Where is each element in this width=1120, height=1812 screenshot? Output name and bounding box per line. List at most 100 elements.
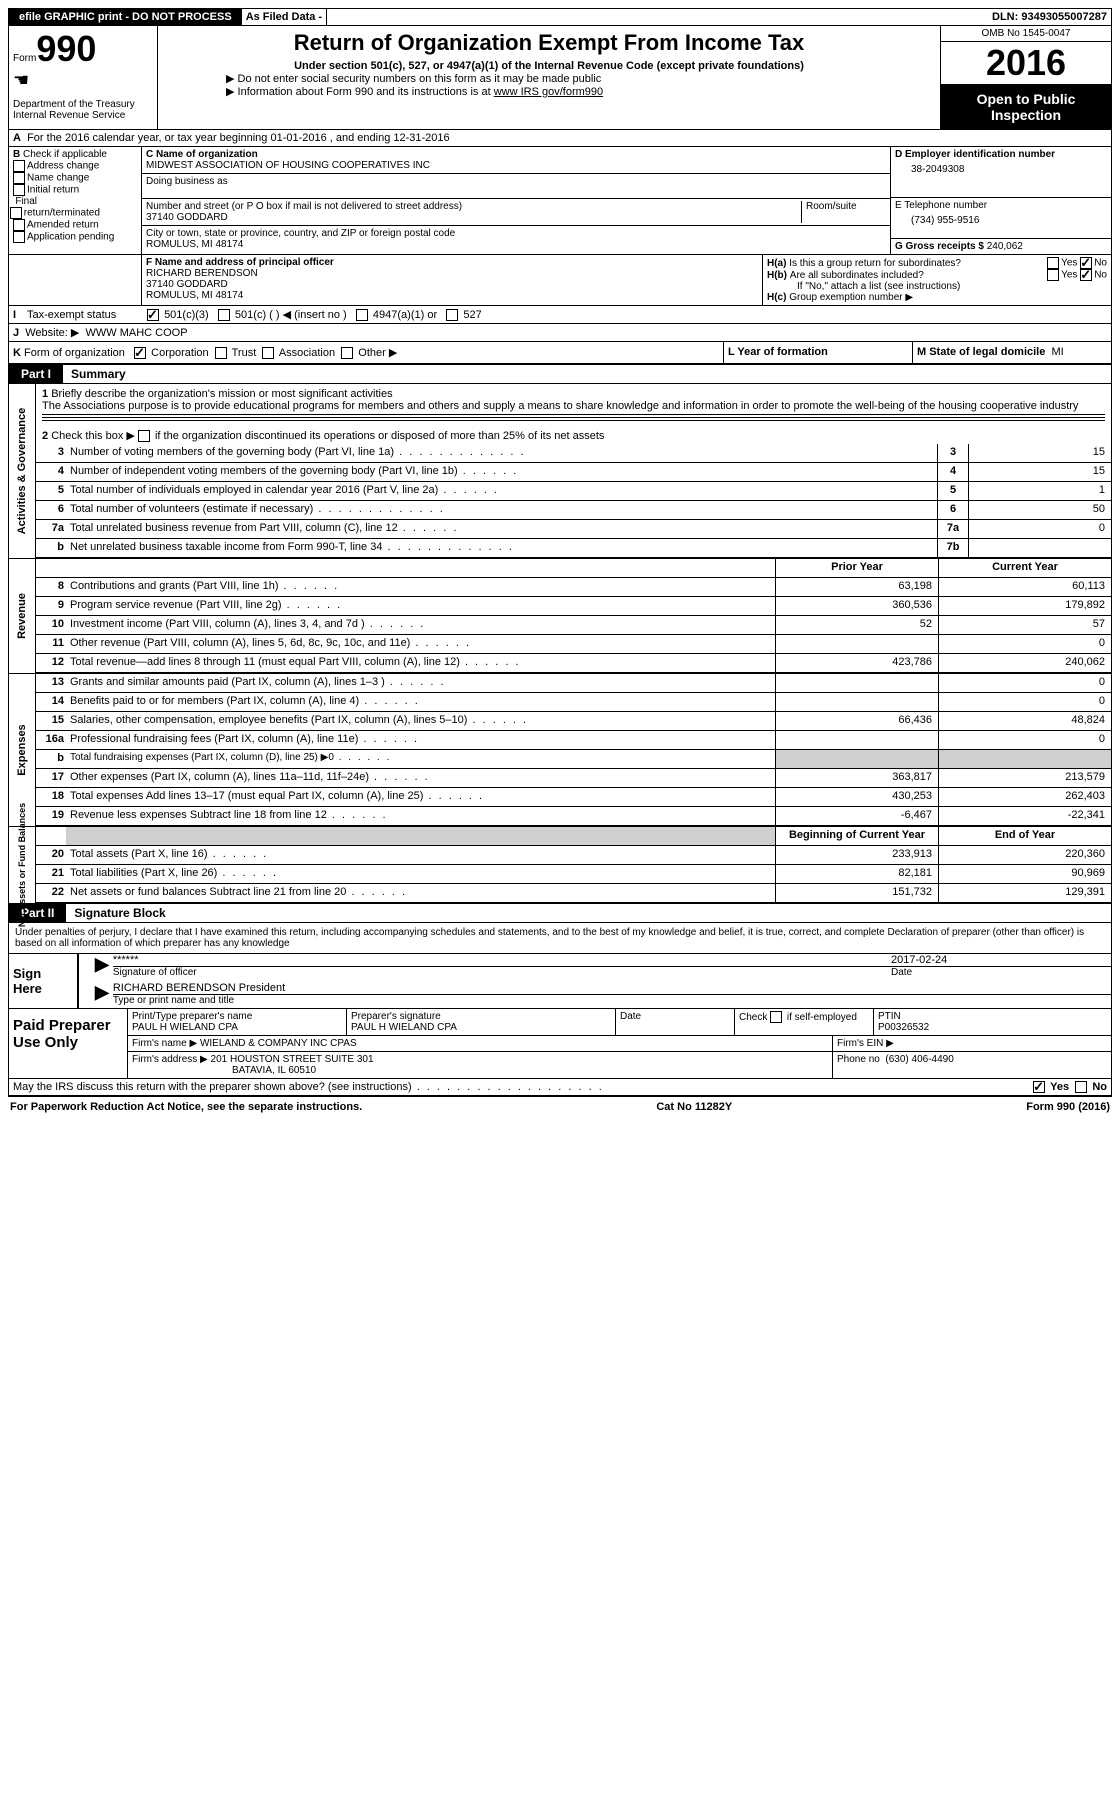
firm-phone: (630) 406-4490 xyxy=(885,1054,953,1065)
cb-final-return[interactable]: Final return/terminated xyxy=(7,196,137,219)
line-20: 20Total assets (Part X, line 16)233,9132… xyxy=(36,846,1111,865)
website-value: WWW MAHC COOP xyxy=(85,327,187,339)
officer-label: F Name and address of principal officer xyxy=(146,257,758,268)
room-suite-label: Room/suite xyxy=(801,201,886,223)
phone-label: E Telephone number xyxy=(895,200,1107,211)
cb-trust[interactable]: Trust xyxy=(215,347,257,359)
net-assets-section: Net Assets or Fund Balances Beginning of… xyxy=(9,826,1111,903)
org-name-label: C Name of organization xyxy=(146,149,886,160)
firm-address1: 201 HOUSTON STREET SUITE 301 xyxy=(211,1054,374,1065)
tax-year: 2016 xyxy=(941,42,1111,85)
discuss-no[interactable]: No xyxy=(1075,1081,1107,1093)
page-footer: For Paperwork Reduction Act Notice, see … xyxy=(8,1097,1112,1117)
end-year-header: End of Year xyxy=(938,827,1111,845)
street-label: Number and street (or P O box if mail is… xyxy=(146,201,801,212)
dba-label: Doing business as xyxy=(146,176,886,187)
city-label: City or town, state or province, country… xyxy=(146,228,886,239)
gross-receipts-label: G Gross receipts $ xyxy=(895,241,984,252)
mission-label: Briefly describe the organization's miss… xyxy=(51,388,392,400)
street-address: 37140 GODDARD xyxy=(146,212,801,223)
line-18: 18Total expenses Add lines 13–17 (must e… xyxy=(36,788,1111,807)
cb-corporation[interactable]: Corporation xyxy=(134,347,209,359)
cb-amended-return[interactable]: Amended return xyxy=(13,219,137,231)
cb-association[interactable]: Association xyxy=(262,347,335,359)
open-to-public: Open to Public Inspection xyxy=(941,85,1111,129)
note-instructions: ▶ Information about Form 990 and its ins… xyxy=(226,85,932,98)
form-990-page: efile GRAPHIC print - DO NOT PROCESS As … xyxy=(8,8,1112,1097)
line-i-tax-status: I Tax-exempt status 501(c)(3) 501(c) ( )… xyxy=(9,306,1111,324)
state-domicile: M State of legal domicile MI xyxy=(912,342,1111,363)
line-12: 12Total revenue—add lines 8 through 11 (… xyxy=(36,654,1111,673)
as-filed-label: As Filed Data - xyxy=(242,9,327,25)
line-b: bTotal fundraising expenses (Part IX, co… xyxy=(36,750,1111,769)
cb-discontinued[interactable] xyxy=(138,430,150,442)
cb-self-employed[interactable] xyxy=(770,1011,782,1023)
line-15: 15Salaries, other compensation, employee… xyxy=(36,712,1111,731)
cb-527[interactable]: 527 xyxy=(446,309,481,321)
instructions-link[interactable]: www IRS gov/form990 xyxy=(494,86,603,98)
hb-yes[interactable]: Yes xyxy=(1047,269,1077,281)
firm-ein-label: Firm's EIN ▶ xyxy=(833,1036,1111,1051)
mission-text: The Associations purpose is to provide e… xyxy=(42,400,1105,412)
expenses-section: Expenses 13Grants and similar amounts pa… xyxy=(9,673,1111,826)
hb-question: Are all subordinates included? xyxy=(790,270,1047,281)
dln: DLN: 93493055007287 xyxy=(988,9,1111,25)
current-year-header: Current Year xyxy=(938,559,1111,577)
line-16a: 16aProfessional fundraising fees (Part I… xyxy=(36,731,1111,750)
preparer-name: PAUL H WIELAND CPA xyxy=(132,1022,342,1033)
cb-other[interactable]: Other ▶ xyxy=(341,347,397,359)
line-klm: K Form of organization Corporation Trust… xyxy=(9,342,1111,364)
perjury-statement: Under penalties of perjury, I declare th… xyxy=(9,923,1111,953)
summary-line-3: 3Number of voting members of the governi… xyxy=(36,444,1111,463)
line-13: 13Grants and similar amounts paid (Part … xyxy=(36,674,1111,693)
hb-note: If "No," attach a list (see instructions… xyxy=(767,281,1107,292)
cb-application-pending[interactable]: Application pending xyxy=(13,231,137,243)
irs-discuss-line: May the IRS discuss this return with the… xyxy=(9,1079,1111,1096)
ha-question: Is this a group return for subordinates? xyxy=(789,258,1047,269)
cb-501c3[interactable]: 501(c)(3) xyxy=(147,309,209,321)
hc-label: Group exemption number ▶ xyxy=(789,292,913,303)
line-21: 21Total liabilities (Part X, line 26)82,… xyxy=(36,865,1111,884)
officer-signature[interactable]: ****** xyxy=(113,954,891,967)
line-j-website: J Website: ▶ WWW MAHC COOP xyxy=(9,324,1111,342)
cb-name-change[interactable]: Name change xyxy=(13,172,137,184)
ha-yes[interactable]: Yes xyxy=(1047,257,1077,269)
cb-initial-return[interactable]: Initial return xyxy=(13,184,137,196)
entity-block: B Check if applicable Address change Nam… xyxy=(9,147,1111,255)
cb-501c[interactable]: 501(c) ( ) ◀ (insert no ) xyxy=(218,308,347,321)
line-10: 10Investment income (Part VIII, column (… xyxy=(36,616,1111,635)
city-state-zip: ROMULUS, MI 48174 xyxy=(146,239,886,250)
firm-address2: BATAVIA, IL 60510 xyxy=(232,1065,316,1076)
line-22: 22Net assets or fund balances Subtract l… xyxy=(36,884,1111,903)
efile-notice: efile GRAPHIC print - DO NOT PROCESS xyxy=(9,9,242,25)
phone-value: (734) 955-9516 xyxy=(895,211,1107,226)
officer-city: ROMULUS, MI 48174 xyxy=(146,290,758,301)
summary-line-4: 4Number of independent voting members of… xyxy=(36,463,1111,482)
gross-receipts-value: 240,062 xyxy=(987,241,1023,252)
sign-here-block: Sign Here ▶ ****** Signature of officer … xyxy=(9,953,1111,1008)
year-formation: L Year of formation xyxy=(723,342,912,363)
hb-no[interactable]: No xyxy=(1080,269,1107,281)
officer-street: 37140 GODDARD xyxy=(146,279,758,290)
org-name: MIDWEST ASSOCIATION OF HOUSING COOPERATI… xyxy=(146,160,886,171)
ptin: P00326532 xyxy=(878,1022,1107,1033)
officer-group-block: F Name and address of principal officer … xyxy=(9,255,1111,306)
summary-line-7a: 7aTotal unrelated business revenue from … xyxy=(36,520,1111,539)
discuss-yes[interactable]: Yes xyxy=(1033,1081,1069,1093)
summary-line-5: 5Total number of individuals employed in… xyxy=(36,482,1111,501)
line-9: 9Program service revenue (Part VIII, lin… xyxy=(36,597,1111,616)
firm-name: WIELAND & COMPANY INC CPAS xyxy=(200,1038,357,1049)
side-label-net-assets: Net Assets or Fund Balances xyxy=(17,803,27,927)
section-b-checkboxes: B Check if applicable Address change Nam… xyxy=(9,147,142,254)
side-label-expenses: Expenses xyxy=(16,725,28,776)
part1-header: Part I Summary xyxy=(9,364,1111,384)
line-8: 8Contributions and grants (Part VIII, li… xyxy=(36,578,1111,597)
ein-value: 38-2049308 xyxy=(895,160,1107,175)
side-label-governance: Activities & Governance xyxy=(16,408,28,535)
sign-date: 2017-02-24 xyxy=(891,954,1111,967)
cb-4947[interactable]: 4947(a)(1) or xyxy=(356,309,437,321)
dept-treasury: Department of the Treasury xyxy=(13,99,153,110)
side-label-revenue: Revenue xyxy=(16,593,28,639)
cb-address-change[interactable]: Address change xyxy=(13,160,137,172)
officer-name: RICHARD BERENDSON xyxy=(146,268,758,279)
